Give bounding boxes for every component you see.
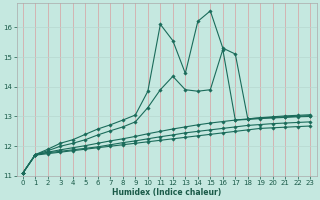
X-axis label: Humidex (Indice chaleur): Humidex (Indice chaleur): [112, 188, 221, 197]
